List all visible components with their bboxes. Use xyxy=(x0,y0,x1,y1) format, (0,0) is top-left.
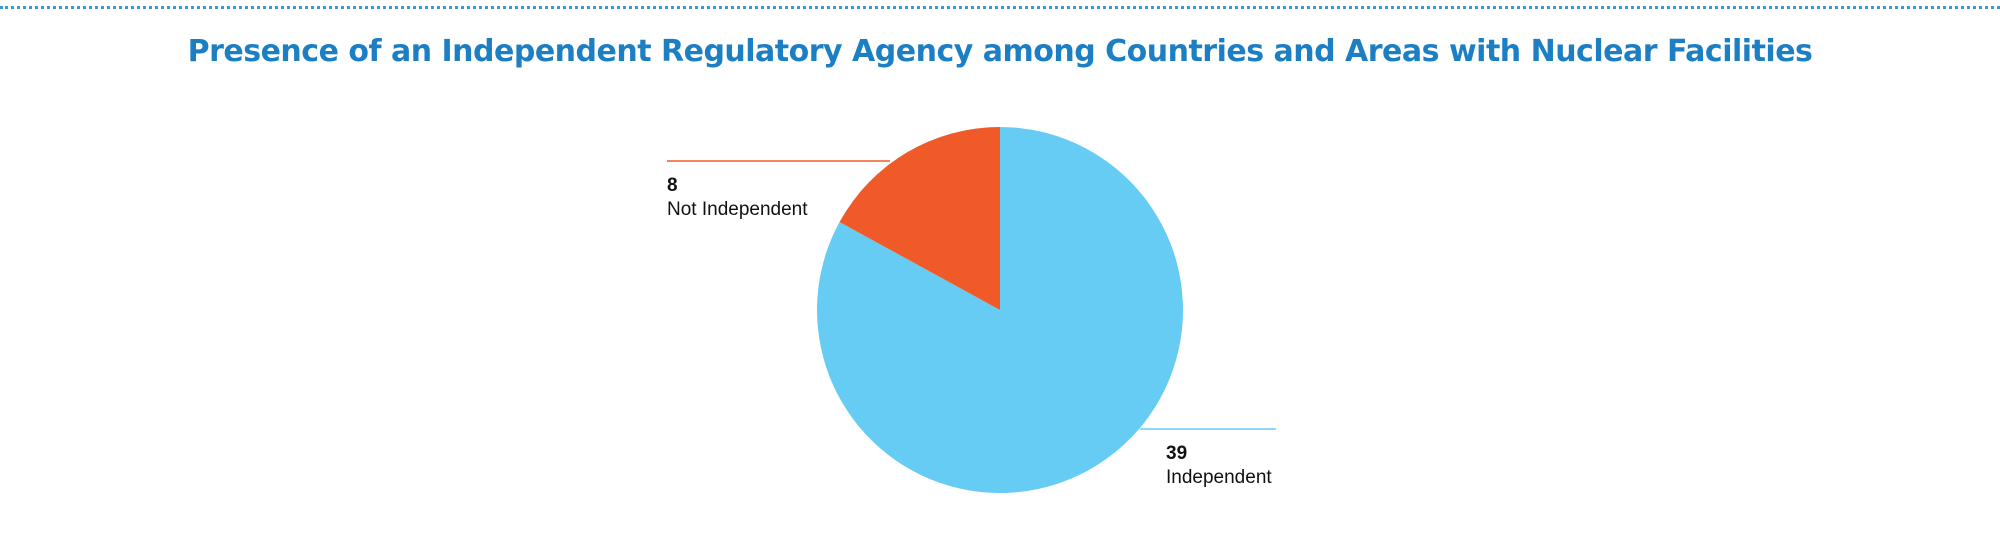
pie-slices xyxy=(816,126,1183,493)
chart-title: Presence of an Independent Regulatory Ag… xyxy=(187,34,1813,69)
slice-value-label: 8 xyxy=(667,175,678,196)
slice-category-label: Not Independent xyxy=(667,199,808,220)
slice-category-label: Independent xyxy=(1166,467,1272,488)
slice-value-label: 39 xyxy=(1166,443,1187,464)
pie-slice-independent xyxy=(816,127,1183,493)
slice-labels: 39 Independent 8 Not Independent xyxy=(667,175,1272,488)
top-dotted-border xyxy=(0,6,2000,9)
pie-slice-not-independent xyxy=(839,126,1000,310)
leader-lines xyxy=(667,160,1276,430)
